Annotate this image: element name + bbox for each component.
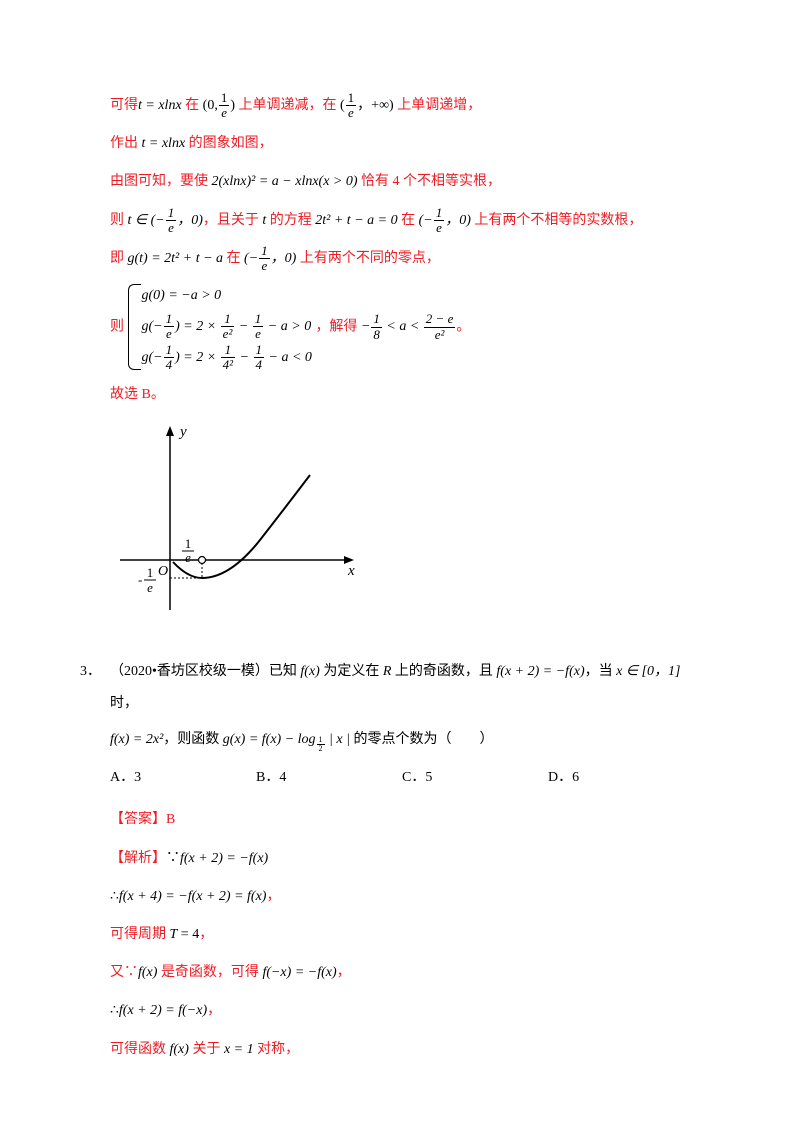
solution-line-3: 由图可知，要使 2(xlnx)² = a − xlnx(x > 0) 恰有 4 … [110,166,694,198]
solution-line-1: 可得t = xlnx 在 (0,1e) 上单调递减，在 (1e，+∞) 上单调递… [110,90,694,122]
interval: (1e，+∞) [340,98,394,113]
question-3-line2: f(x) = 2x²，则函数 g(x) = f(x) − log12 | x |… [110,724,694,756]
monotone-curve-graph: y x O 1 e 1 e - [110,420,370,625]
equation-system: g(0) = −a > 0 g(−1e) = 2 × 1e² − 1e − a … [128,281,312,373]
option-b[interactable]: B．4 [256,762,402,794]
svg-text:e: e [147,580,153,595]
explanation-line-5: ∴f(x + 2) = f(−x)， [110,995,694,1027]
explanation-line-4: 又∵f(x) 是奇函数，可得 f(−x) = −f(x)， [110,957,694,989]
math: t = xlnx [138,98,182,113]
explanation-line-2: ∴f(x + 4) = −f(x + 2) = f(x)， [110,881,694,913]
options-row: A．3 B．4 C．5 D．6 [110,762,694,794]
explanation-line-3: 可得周期 T = 4， [110,919,694,951]
option-d[interactable]: D．6 [548,762,694,794]
svg-text:1: 1 [185,536,192,551]
svg-text:O: O [158,564,168,579]
answer-line: 【答案】B [110,804,694,836]
option-a[interactable]: A．3 [110,762,256,794]
explanation-line-6: 可得函数 f(x) 关于 x = 1 对称， [110,1034,694,1066]
solution-line-2: 作出 t = xlnx 的图象如图， [110,128,694,160]
svg-text:y: y [178,424,187,440]
solution-line-4: 则 t ∈ (−1e，0)，且关于 t 的方程 2t² + t − a = 0 … [110,205,694,237]
svg-text:-: - [138,572,142,587]
question-3: 3． （2020•香坊区校级一模）已知 f(x) 为定义在 R 上的奇函数，且 … [110,656,694,720]
explanation-line-1: 【解析】∵f(x + 2) = −f(x) [110,843,694,875]
solution-line-7: 故选 B。 [110,379,694,411]
solution-line-5: 即 g(t) = 2t² + t − a 在 (−1e，0) 上有两个不同的零点… [110,243,694,275]
svg-text:1: 1 [147,565,154,580]
svg-text:x: x [347,563,355,579]
solution-line-6: 则 g(0) = −a > 0 g(−1e) = 2 × 1e² − 1e − … [110,281,694,373]
graph-figure: y x O 1 e 1 e - [110,420,694,638]
svg-text:e: e [185,550,191,565]
interval: (0,1e) [203,98,235,113]
question-number: 3． [80,656,110,720]
option-c[interactable]: C．5 [402,762,548,794]
